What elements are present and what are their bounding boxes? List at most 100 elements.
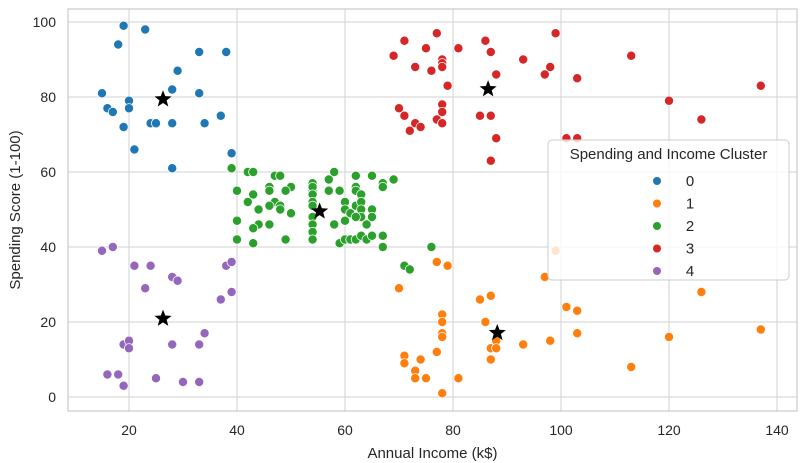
point-cluster-3 [410, 62, 421, 73]
point-cluster-1 [485, 354, 496, 365]
legend-label: 0 [686, 173, 694, 190]
point-cluster-2 [404, 264, 415, 275]
point-cluster-1 [561, 301, 572, 312]
legend-entry: 2 [653, 218, 694, 235]
legend-label: 2 [686, 218, 694, 235]
point-cluster-4 [167, 339, 178, 350]
point-cluster-2 [377, 230, 388, 241]
legend-marker [653, 222, 661, 230]
x-tick-label: 40 [229, 422, 245, 438]
point-cluster-3 [572, 73, 583, 84]
point-cluster-4 [215, 294, 226, 305]
point-cluster-4 [226, 256, 237, 267]
centroid-star-icon [154, 309, 172, 326]
point-cluster-1 [485, 290, 496, 301]
point-cluster-0 [167, 118, 178, 129]
point-cluster-4 [113, 369, 124, 380]
point-cluster-2 [248, 166, 259, 177]
point-cluster-3 [431, 28, 442, 39]
point-cluster-1 [453, 373, 464, 384]
point-cluster-0 [167, 163, 178, 174]
point-cluster-2 [329, 219, 340, 230]
point-cluster-3 [453, 43, 464, 54]
point-cluster-0 [140, 24, 151, 35]
x-tick-label: 140 [765, 422, 789, 438]
point-cluster-3 [480, 35, 491, 46]
point-cluster-0 [199, 118, 210, 129]
point-cluster-1 [491, 343, 502, 354]
y-tick-label: 100 [33, 14, 57, 30]
point-cluster-2 [242, 196, 253, 207]
point-cluster-0 [221, 47, 232, 58]
point-cluster-4 [145, 260, 156, 271]
point-cluster-4 [124, 343, 135, 354]
point-cluster-3 [393, 103, 404, 114]
point-cluster-2 [350, 211, 361, 222]
point-cluster-2 [275, 170, 286, 181]
point-cluster-2 [226, 163, 237, 174]
point-cluster-0 [124, 103, 135, 114]
point-cluster-2 [366, 170, 377, 181]
point-cluster-1 [626, 361, 637, 372]
point-cluster-1 [431, 256, 442, 267]
point-cluster-3 [755, 80, 766, 91]
legend-entries: 0 1 2 3 4 [653, 173, 694, 280]
point-cluster-1 [572, 305, 583, 316]
point-cluster-1 [393, 283, 404, 294]
point-cluster-4 [150, 373, 161, 384]
point-cluster-0 [129, 144, 140, 155]
legend-entry: 1 [653, 196, 694, 213]
point-cluster-2 [339, 215, 350, 226]
point-cluster-2 [231, 215, 242, 226]
point-cluster-3 [437, 62, 448, 73]
point-cluster-1 [399, 358, 410, 369]
legend-label: 3 [686, 241, 694, 258]
point-cluster-1 [437, 316, 448, 327]
point-cluster-3 [485, 110, 496, 121]
point-cluster-4 [194, 376, 205, 387]
centroid-star-icon [488, 323, 506, 341]
point-cluster-4 [129, 260, 140, 271]
centroid-star-icon [479, 80, 497, 97]
point-cluster-2 [426, 241, 437, 252]
point-cluster-2 [275, 204, 286, 215]
legend-box [547, 139, 790, 281]
point-cluster-1 [442, 260, 453, 271]
point-cluster-4 [102, 369, 113, 380]
point-cluster-2 [329, 166, 340, 177]
point-cluster-0 [118, 20, 129, 31]
point-cluster-1 [545, 335, 556, 346]
point-cluster-1 [437, 388, 448, 399]
point-cluster-1 [437, 331, 448, 342]
point-cluster-4 [97, 245, 108, 256]
point-cluster-0 [215, 110, 226, 121]
point-cluster-4 [172, 275, 183, 286]
x-axis-label: Annual Income (k$) [367, 445, 497, 462]
point-cluster-0 [97, 88, 108, 99]
point-cluster-4 [107, 241, 118, 252]
point-cluster-1 [420, 373, 431, 384]
point-cluster-3 [474, 110, 485, 121]
point-cluster-2 [264, 219, 275, 230]
point-cluster-2 [323, 185, 334, 196]
legend-marker [653, 177, 661, 185]
point-cluster-3 [437, 107, 448, 118]
point-cluster-3 [539, 69, 550, 80]
point-cluster-2 [334, 185, 345, 196]
point-cluster-4 [199, 328, 210, 339]
point-cluster-2 [264, 185, 275, 196]
point-cluster-1 [480, 316, 491, 327]
point-cluster-3 [404, 125, 415, 136]
point-cluster-3 [485, 47, 496, 58]
point-cluster-3 [491, 69, 502, 80]
point-cluster-2 [248, 189, 259, 200]
point-cluster-2 [361, 219, 372, 230]
point-cluster-4 [177, 376, 188, 387]
point-cluster-2 [285, 208, 296, 219]
point-cluster-1 [431, 346, 442, 357]
point-cluster-2 [264, 200, 275, 211]
point-cluster-1 [696, 286, 707, 297]
point-cluster-2 [253, 204, 264, 215]
point-cluster-0 [118, 122, 129, 133]
